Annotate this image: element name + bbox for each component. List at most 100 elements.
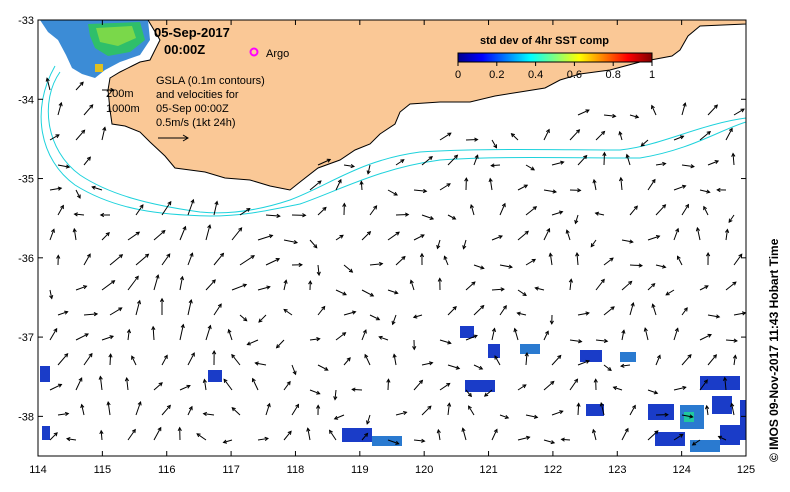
velocity-arrow bbox=[673, 386, 686, 391]
velocity-arrowhead bbox=[243, 317, 248, 322]
velocity-arrowhead bbox=[618, 130, 623, 136]
velocity-arrow bbox=[644, 328, 649, 341]
velocity-arrowhead bbox=[144, 253, 150, 258]
colorbar: std dev of 4hr SST comp 0 0.2 0.4 0.6 0.8 1 bbox=[455, 35, 655, 81]
velocity-arrow bbox=[291, 364, 297, 375]
velocity-arrowhead bbox=[324, 366, 329, 371]
velocity-arrowhead bbox=[603, 338, 609, 344]
velocity-arrow bbox=[153, 230, 166, 241]
velocity-arrow bbox=[707, 354, 717, 366]
velocity-arrow bbox=[83, 156, 91, 166]
velocity-arrowhead bbox=[478, 365, 484, 370]
velocity-arrowhead bbox=[651, 282, 656, 288]
velocity-arrow bbox=[731, 403, 735, 416]
velocity-arrowhead bbox=[633, 205, 638, 210]
velocity-arrowhead bbox=[126, 328, 132, 334]
velocity-arrowhead bbox=[590, 243, 595, 248]
velocity-arrowhead bbox=[480, 304, 485, 310]
velocity-arrowhead bbox=[315, 404, 321, 409]
velocity-arrow bbox=[525, 258, 536, 266]
velocity-arrowhead bbox=[64, 411, 70, 417]
velocity-arrowhead bbox=[559, 410, 564, 415]
velocity-arrow bbox=[595, 212, 605, 216]
velocity-arrowhead bbox=[480, 265, 485, 270]
velocity-arrowhead bbox=[313, 244, 318, 249]
velocity-arrow bbox=[543, 189, 557, 193]
velocity-arrow bbox=[473, 305, 485, 316]
velocity-arrowhead bbox=[422, 188, 428, 194]
velocity-arrowhead bbox=[493, 144, 498, 149]
velocity-arrowhead bbox=[268, 234, 274, 239]
velocity-arrow bbox=[491, 235, 503, 241]
velocity-arrowhead bbox=[446, 183, 451, 188]
velocity-arrowhead bbox=[227, 328, 232, 334]
velocity-arrow bbox=[706, 405, 709, 416]
velocity-arrow bbox=[335, 234, 344, 241]
velocity-arrow bbox=[309, 180, 322, 191]
velocity-arrowhead bbox=[675, 227, 680, 233]
velocity-arrow bbox=[83, 253, 91, 266]
velocity-arrow bbox=[421, 362, 433, 366]
velocity-arrow bbox=[231, 354, 241, 366]
velocity-arrow bbox=[681, 354, 692, 366]
velocity-arrow bbox=[126, 377, 129, 391]
velocity-arrow bbox=[153, 274, 159, 291]
velocity-arrowhead bbox=[393, 191, 398, 196]
velocity-arrow bbox=[566, 230, 571, 241]
velocity-arrow bbox=[49, 229, 55, 241]
velocity-arrowhead bbox=[501, 202, 506, 208]
velocity-arrow bbox=[213, 253, 224, 266]
colorbar-tick-label: 0 bbox=[455, 69, 461, 81]
velocity-arrow bbox=[187, 406, 193, 416]
velocity-arrowhead bbox=[488, 177, 493, 183]
velocity-arrow bbox=[223, 379, 233, 391]
velocity-arrow bbox=[196, 433, 207, 441]
velocity-arrowhead bbox=[53, 432, 58, 437]
velocity-arrowhead bbox=[451, 215, 457, 220]
velocity-arrow bbox=[49, 289, 53, 299]
velocity-arrowhead bbox=[628, 280, 633, 285]
velocity-arrowhead bbox=[86, 156, 91, 161]
velocity-arrowhead bbox=[111, 280, 116, 285]
velocity-arrowhead bbox=[79, 81, 84, 86]
velocity-arrow bbox=[600, 402, 605, 416]
velocity-arrowhead bbox=[105, 231, 110, 237]
velocity-arrow bbox=[393, 354, 397, 366]
velocity-arrowhead bbox=[321, 305, 326, 311]
velocity-arrow bbox=[421, 156, 433, 166]
velocity-arrow bbox=[265, 403, 271, 416]
velocity-arrow bbox=[413, 234, 425, 241]
velocity-arrow bbox=[655, 355, 661, 366]
velocity-arrow bbox=[361, 289, 374, 297]
velocity-arrowhead bbox=[446, 402, 452, 407]
sst-patches bbox=[40, 20, 746, 452]
velocity-arrowhead bbox=[436, 244, 441, 250]
velocity-arrow bbox=[127, 231, 140, 241]
velocity-arrow bbox=[525, 414, 538, 418]
velocity-arrow bbox=[681, 164, 694, 168]
velocity-arrow bbox=[595, 279, 605, 291]
velocity-arrowhead bbox=[316, 337, 321, 342]
velocity-arrowhead bbox=[78, 377, 83, 382]
velocity-arrowhead bbox=[707, 333, 712, 338]
velocity-arrowhead bbox=[447, 132, 452, 137]
velocity-arrowhead bbox=[364, 432, 369, 437]
velocity-arrow bbox=[491, 429, 498, 441]
velocity-arrowhead bbox=[632, 404, 636, 409]
velocity-arrowhead bbox=[593, 378, 598, 383]
colorbar-title: std dev of 4hr SST comp bbox=[480, 35, 609, 47]
velocity-arrow bbox=[561, 438, 571, 441]
velocity-arrowhead bbox=[412, 345, 417, 351]
velocity-arrow bbox=[107, 401, 111, 416]
velocity-arrowhead bbox=[500, 287, 505, 292]
velocity-arrowhead bbox=[531, 258, 537, 263]
velocity-arrow bbox=[707, 314, 720, 318]
velocity-arrowhead bbox=[137, 401, 142, 406]
velocity-arrowhead bbox=[404, 212, 410, 217]
velocity-arrowhead bbox=[283, 308, 288, 313]
velocity-arrowhead bbox=[196, 433, 201, 438]
velocity-arrowhead bbox=[317, 180, 322, 185]
velocity-arrow bbox=[590, 239, 597, 247]
velocity-arrow bbox=[343, 311, 356, 316]
